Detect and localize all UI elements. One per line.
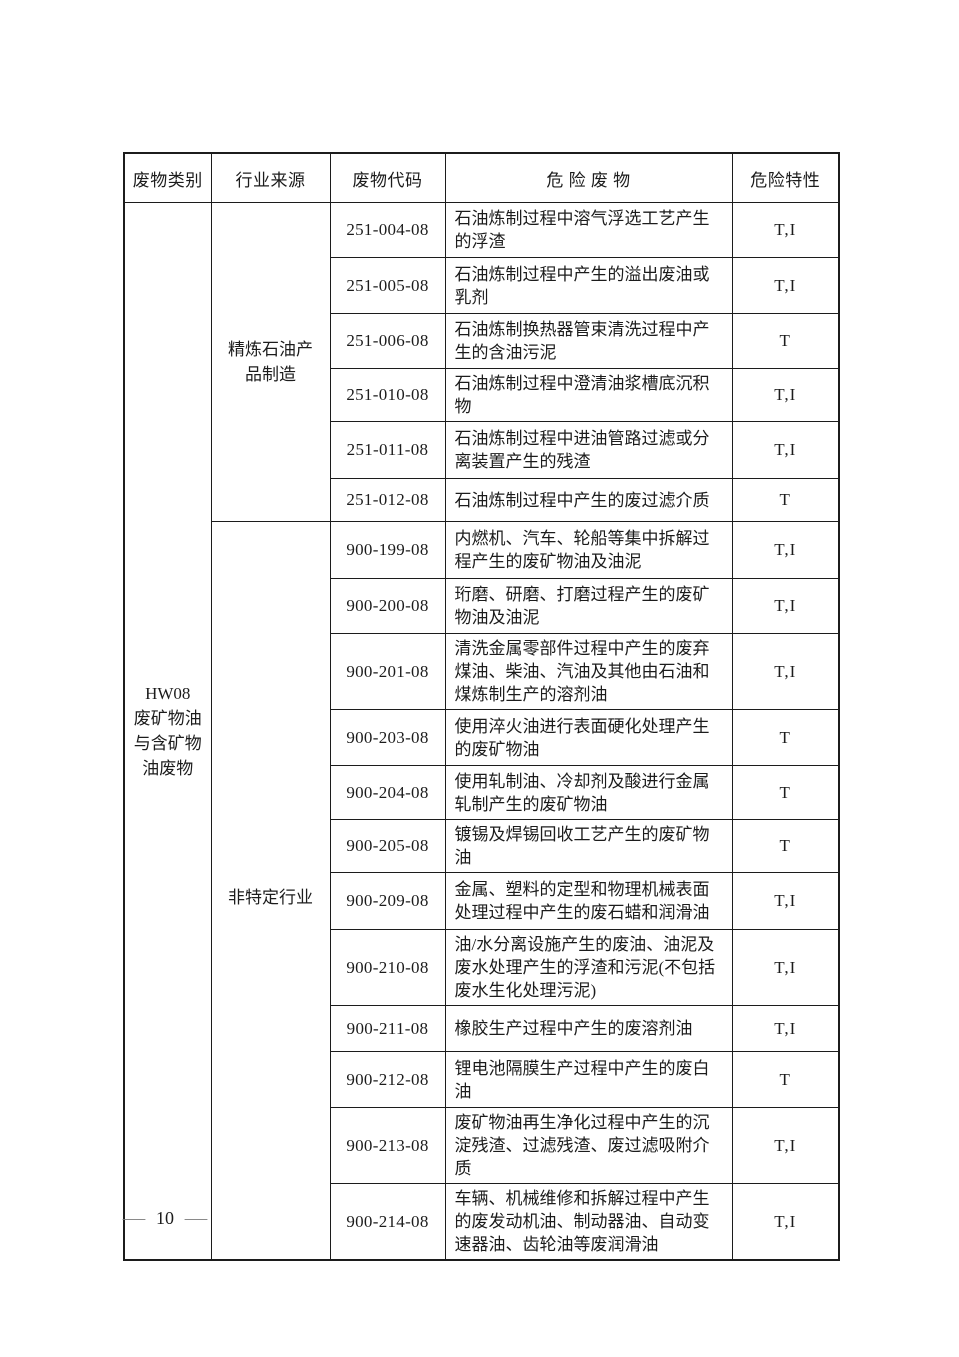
table-row: 251-005-08 石油炼制过程中产生的溢出废油或乳剂 T,I: [124, 257, 840, 314]
waste-code-cell: 900-214-08: [329, 1183, 446, 1261]
hazardous-waste-desc-cell: 锂电池隔膜生产过程中产生的废白油: [444, 1051, 733, 1108]
industry-source-cell: 非特定行业: [210, 521, 331, 1261]
waste-category-name-line: 废矿物油: [133, 709, 202, 728]
page-number: 10: [156, 1208, 174, 1228]
footer-dash: —: [122, 1208, 146, 1228]
waste-code-cell: 251-005-08: [329, 257, 446, 314]
table-row: 900-204-08 使用轧制油、冷却剂及酸进行金属轧制产生的废矿物油 T: [124, 765, 840, 820]
hazard-property-cell: T,I: [731, 929, 840, 1006]
hazardous-waste-desc-cell: 使用淬火油进行表面硬化处理产生的废矿物油: [444, 709, 733, 766]
hazardous-waste-desc-cell: 车辆、机械维修和拆解过程中产生的废发动机油、制动器油、自动变速器油、齿轮油等废润…: [444, 1183, 733, 1261]
hazard-property-cell: T: [731, 819, 840, 873]
table-row: 900-213-08 废矿物油再生净化过程中产生的沉淀残渣、过滤残渣、废过滤吸附…: [124, 1107, 840, 1184]
hazard-property-cell: T,I: [731, 872, 840, 930]
hazard-property-cell: T,I: [731, 1183, 840, 1261]
waste-code-cell: 900-211-08: [329, 1005, 446, 1052]
hazardous-waste-desc-cell: 镀锡及焊锡回收工艺产生的废矿物油: [444, 819, 733, 873]
waste-code-cell: 900-205-08: [329, 819, 446, 873]
hazard-property-cell: T,I: [731, 521, 840, 579]
waste-code-cell: 251-006-08: [329, 313, 446, 369]
waste-code-cell: 900-213-08: [329, 1107, 446, 1184]
waste-category-name-line: 与含矿物: [133, 734, 202, 753]
footer-dash: —: [184, 1208, 208, 1228]
waste-code-cell: 251-004-08: [329, 202, 446, 258]
waste-code-cell: 251-011-08: [329, 421, 446, 479]
hazard-property-cell: T,I: [731, 578, 840, 634]
waste-code-cell: 900-203-08: [329, 709, 446, 766]
page-footer: — 10 —: [122, 1208, 208, 1229]
hazard-property-cell: T,I: [731, 1107, 840, 1184]
waste-code-cell: 251-010-08: [329, 368, 446, 422]
hazard-property-cell: T: [731, 478, 840, 522]
table-row: 900-212-08 锂电池隔膜生产过程中产生的废白油 T: [124, 1051, 840, 1108]
industry-source-cell: 精炼石油产品制造: [210, 202, 331, 522]
waste-code-cell: 900-199-08: [329, 521, 446, 579]
industry-source-label: 精炼石油产品制造: [227, 340, 313, 384]
table-row: 900-210-08 油/水分离设施产生的废油、油泥及废水处理产生的浮渣和污泥(…: [124, 929, 840, 1006]
hazardous-waste-desc-cell: 清洗金属零部件过程中产生的废弃煤油、柴油、汽油及其他由石油和煤炼制生产的溶剂油: [444, 633, 733, 710]
column-header-industry-source: 行业来源: [210, 152, 331, 203]
table-row: 900-209-08 金属、塑料的定型和物理机械表面处理过程中产生的废石蜡和润滑…: [124, 872, 840, 930]
hazard-property-cell: T: [731, 765, 840, 820]
waste-category-cell: HW08 废矿物油 与含矿物 油废物: [123, 202, 212, 1261]
table-row: 900-214-08 车辆、机械维修和拆解过程中产生的废发动机油、制动器油、自动…: [124, 1183, 840, 1261]
hazard-property-cell: T,I: [731, 421, 840, 479]
table-row: 900-203-08 使用淬火油进行表面硬化处理产生的废矿物油 T: [124, 709, 840, 766]
waste-code-cell: 900-200-08: [329, 578, 446, 634]
hazardous-waste-desc-cell: 石油炼制过程中产生的溢出废油或乳剂: [444, 257, 733, 314]
hazard-property-cell: T,I: [731, 202, 840, 258]
table-row: 900-201-08 清洗金属零部件过程中产生的废弃煤油、柴油、汽油及其他由石油…: [124, 633, 840, 710]
hazardous-waste-desc-cell: 石油炼制过程中进油管路过滤或分离装置产生的残渣: [444, 421, 733, 479]
waste-category-code: HW08: [145, 684, 191, 703]
hazardous-waste-desc-cell: 使用轧制油、冷却剂及酸进行金属轧制产生的废矿物油: [444, 765, 733, 820]
hazardous-waste-desc-cell: 石油炼制过程中产生的废过滤介质: [444, 478, 733, 522]
column-header-waste-category: 废物类别: [123, 152, 212, 203]
table-row: HW08 废矿物油 与含矿物 油废物 精炼石油产品制造 251-004-08 石…: [123, 202, 840, 1261]
hazardous-waste-desc-cell: 石油炼制过程中澄清油浆槽底沉积物: [444, 368, 733, 422]
hazardous-waste-desc-cell: 内燃机、汽车、轮船等集中拆解过程产生的废矿物油及油泥: [444, 521, 733, 579]
waste-code-cell: 900-201-08: [329, 633, 446, 710]
hazard-property-cell: T: [731, 313, 840, 369]
hazardous-waste-desc-cell: 石油炼制换热器管束清洗过程中产生的含油污泥: [444, 313, 733, 369]
hazard-property-cell: T,I: [731, 633, 840, 710]
hazardous-waste-desc-cell: 珩磨、研磨、打磨过程产生的废矿物油及油泥: [444, 578, 733, 634]
hazardous-waste-table: 废物类别 行业来源 废物代码 危 险 废 物 危险特性 HW08 废矿物油 与含…: [123, 152, 840, 1261]
waste-code-cell: 900-212-08: [329, 1051, 446, 1108]
table-row: 251-011-08 石油炼制过程中进油管路过滤或分离装置产生的残渣 T,I: [124, 421, 840, 479]
waste-code-cell: 900-209-08: [329, 872, 446, 930]
hazard-property-cell: T,I: [731, 1005, 840, 1052]
column-header-waste-code: 废物代码: [329, 152, 446, 203]
waste-code-cell: 900-204-08: [329, 765, 446, 820]
hazardous-waste-desc-cell: 石油炼制过程中溶气浮选工艺产生的浮渣: [444, 202, 733, 258]
waste-code-cell: 251-012-08: [329, 478, 446, 522]
industry-source-label: 非特定行业: [228, 887, 313, 907]
table-row: 251-006-08 石油炼制换热器管束清洗过程中产生的含油污泥 T: [124, 313, 840, 369]
hazardous-waste-desc-cell: 橡胶生产过程中产生的废溶剂油: [444, 1005, 733, 1052]
hazardous-waste-desc-cell: 金属、塑料的定型和物理机械表面处理过程中产生的废石蜡和润滑油: [444, 872, 733, 930]
hazard-property-cell: T,I: [731, 257, 840, 314]
column-header-hazardous-waste: 危 险 废 物: [444, 152, 733, 203]
hazard-property-cell: T: [731, 1051, 840, 1108]
table-header-row: 废物类别 行业来源 废物代码 危 险 废 物 危险特性: [123, 152, 840, 203]
hazard-property-cell: T: [731, 709, 840, 766]
table-row: 非特定行业 900-199-08 内燃机、汽车、轮船等集中拆解过程产生的废矿物油…: [124, 521, 840, 1261]
hazardous-waste-desc-cell: 废矿物油再生净化过程中产生的沉淀残渣、过滤残渣、废过滤吸附介质: [444, 1107, 733, 1184]
table-row: 900-205-08 镀锡及焊锡回收工艺产生的废矿物油 T: [124, 819, 840, 873]
hazardous-waste-desc-cell: 油/水分离设施产生的废油、油泥及废水处理产生的浮渣和污泥(不包括废水生化处理污泥…: [444, 929, 733, 1006]
waste-code-cell: 900-210-08: [329, 929, 446, 1006]
hazard-property-cell: T,I: [731, 368, 840, 422]
column-header-hazard-property: 危险特性: [731, 152, 840, 203]
waste-category-name-line: 油废物: [142, 759, 194, 778]
table-row: 900-211-08 橡胶生产过程中产生的废溶剂油 T,I: [124, 1005, 840, 1052]
